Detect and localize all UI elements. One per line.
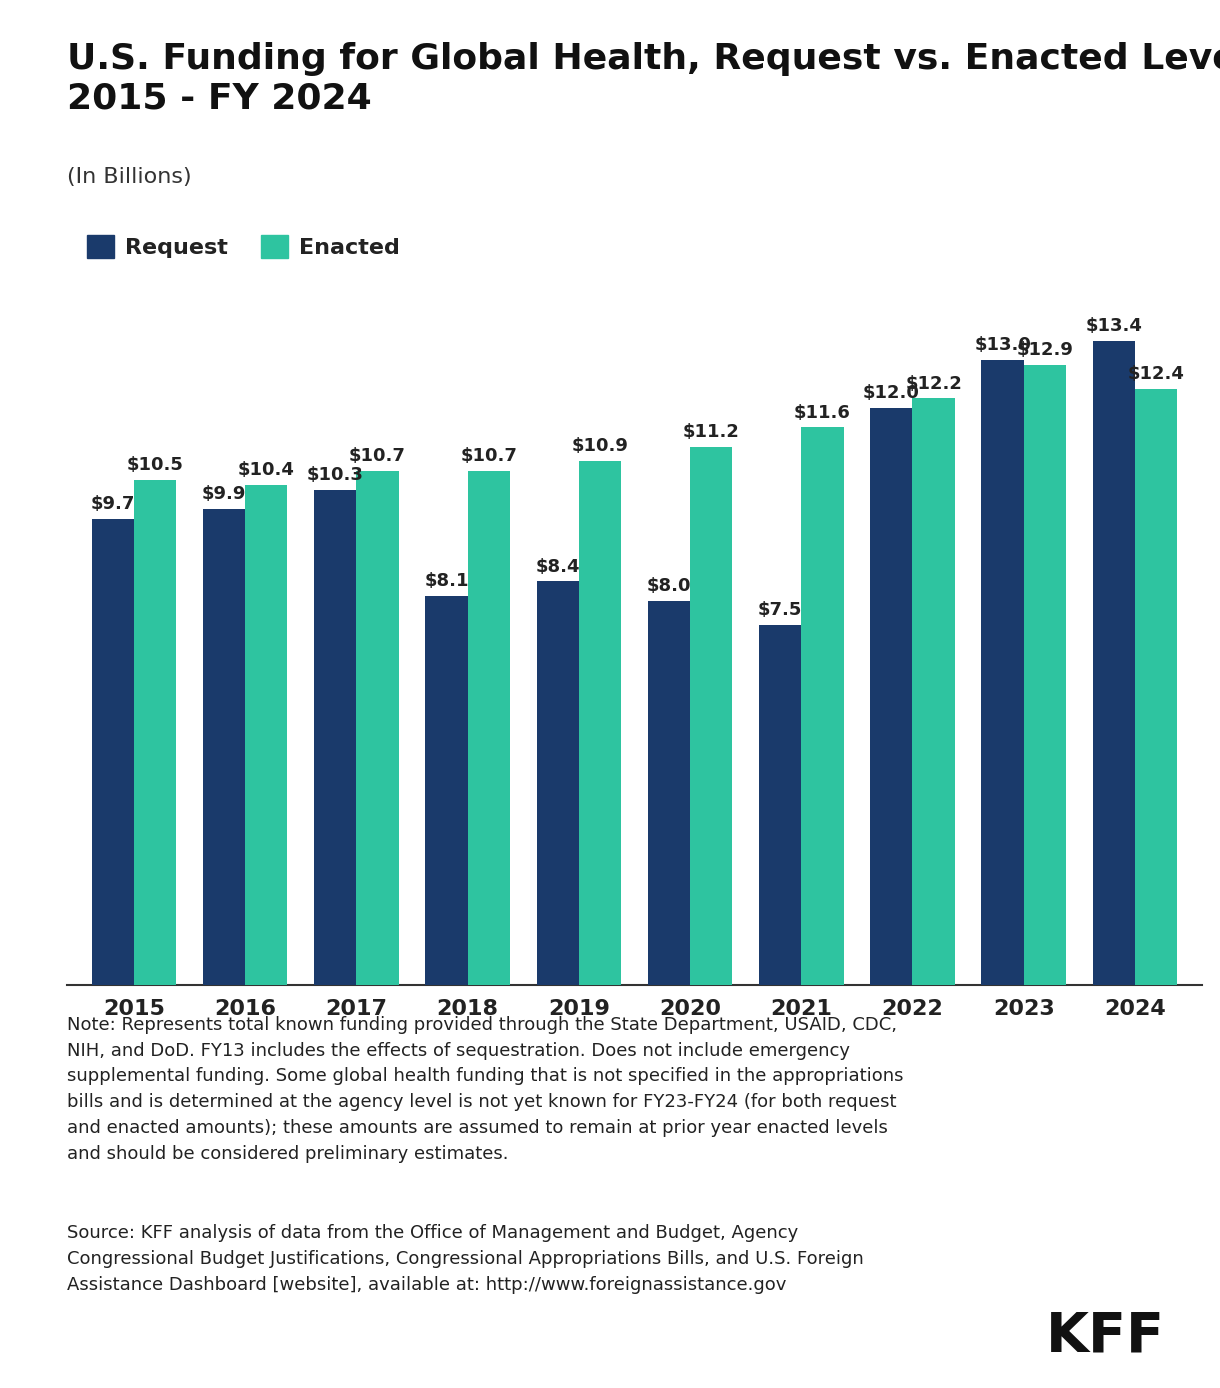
Text: $11.2: $11.2 — [683, 423, 739, 441]
Bar — [870, 408, 913, 985]
Bar — [802, 428, 843, 985]
Legend: Request, Enacted: Request, Enacted — [78, 226, 409, 266]
Text: $8.0: $8.0 — [647, 577, 692, 595]
Text: $13.4: $13.4 — [1086, 316, 1142, 335]
Text: $12.2: $12.2 — [905, 375, 963, 393]
Bar — [691, 447, 732, 985]
Text: U.S. Funding for Global Health, Request vs. Enacted Levels, FY
2015 - FY 2024: U.S. Funding for Global Health, Request … — [67, 42, 1220, 115]
Text: $9.9: $9.9 — [201, 486, 246, 504]
Text: $10.3: $10.3 — [306, 466, 364, 484]
Text: $10.7: $10.7 — [460, 447, 517, 465]
Text: $12.9: $12.9 — [1016, 341, 1074, 359]
Text: $11.6: $11.6 — [794, 404, 850, 422]
Bar — [981, 359, 1024, 985]
Text: $8.4: $8.4 — [536, 558, 580, 576]
Bar — [245, 484, 288, 985]
Bar — [1024, 365, 1066, 985]
Text: $13.0: $13.0 — [974, 336, 1031, 354]
Text: $10.9: $10.9 — [571, 437, 628, 455]
Text: $10.4: $10.4 — [238, 461, 295, 479]
Text: $7.5: $7.5 — [758, 601, 803, 619]
Bar — [1093, 340, 1135, 985]
Text: $12.0: $12.0 — [863, 384, 920, 403]
Bar — [314, 490, 356, 985]
Text: KFF: KFF — [1046, 1309, 1165, 1363]
Text: $9.7: $9.7 — [90, 496, 135, 514]
Text: (In Billions): (In Billions) — [67, 167, 192, 186]
Bar — [203, 509, 245, 985]
Bar — [648, 601, 691, 985]
Bar — [578, 461, 621, 985]
Text: $10.7: $10.7 — [349, 447, 406, 465]
Bar — [134, 480, 176, 985]
Text: $10.5: $10.5 — [127, 457, 183, 475]
Text: $8.1: $8.1 — [425, 572, 468, 590]
Bar — [1135, 389, 1177, 985]
Bar — [356, 471, 399, 985]
Bar — [537, 582, 578, 985]
Bar — [759, 625, 802, 985]
Text: Note: Represents total known funding provided through the State Department, USAI: Note: Represents total known funding pro… — [67, 1016, 904, 1163]
Bar — [426, 595, 467, 985]
Bar — [467, 471, 510, 985]
Text: Source: KFF analysis of data from the Office of Management and Budget, Agency
Co: Source: KFF analysis of data from the Of… — [67, 1224, 864, 1294]
Bar — [913, 398, 955, 985]
Text: $12.4: $12.4 — [1127, 365, 1185, 383]
Bar — [92, 519, 134, 985]
